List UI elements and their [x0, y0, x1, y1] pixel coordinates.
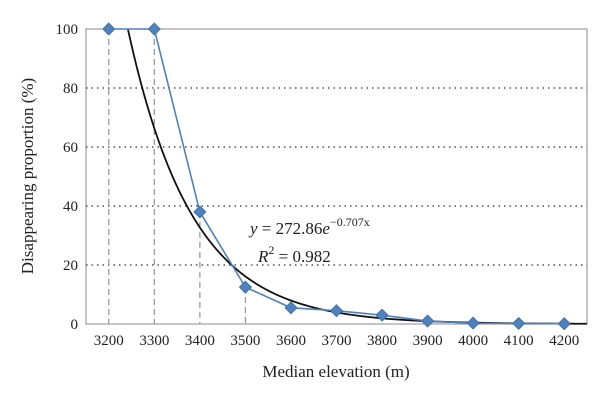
marker-3400: [193, 205, 207, 219]
x-tick-labels: 3200 3300 3400 3500 3600 3700 3800 3900 4000 4100…: [94, 333, 579, 349]
x-tick-4000: 4000: [458, 333, 488, 349]
y-tick-20: 20: [63, 258, 78, 274]
eq-base: e: [322, 219, 330, 238]
marker-3700: [329, 304, 344, 318]
drop-lines: [108, 29, 247, 324]
series-markers: [102, 22, 571, 331]
marker-4100: [512, 316, 526, 330]
r-power: 2: [268, 243, 274, 257]
y-axis-title: Disappearing proportion (%): [18, 78, 37, 274]
r-label: R: [257, 247, 269, 266]
eq-exponent: −0.707x: [330, 215, 370, 229]
x-tick-4100: 4100: [504, 333, 534, 349]
r-squared: R2 = 0.982: [257, 243, 331, 266]
marker-3900: [421, 314, 435, 328]
x-tick-3300: 3300: [139, 333, 169, 349]
x-tick-3400: 3400: [185, 333, 215, 349]
x-tick-4200: 4200: [549, 333, 579, 349]
marker-3300: [147, 22, 161, 36]
eq-coefficient: 272.86: [276, 219, 323, 238]
eq-y: y: [248, 219, 258, 238]
x-tick-3700: 3700: [322, 333, 352, 349]
y-tick-60: 60: [63, 140, 78, 156]
marker-3500: [238, 280, 252, 294]
marker-3800: [375, 308, 389, 322]
plot-area: [85, 28, 588, 325]
x-tick-3900: 3900: [413, 333, 443, 349]
marker-4200: [557, 317, 571, 331]
eq-equals: =: [258, 219, 276, 238]
marker-4000: [466, 316, 480, 330]
trend-equation: y = 272.86e−0.707x: [248, 215, 370, 238]
y-tick-100: 100: [56, 22, 79, 38]
x-tick-3600: 3600: [276, 333, 306, 349]
x-tick-3500: 3500: [230, 333, 260, 349]
y-tick-labels: 0 20 40 60 80 100: [56, 22, 79, 333]
marker-3200: [102, 22, 116, 36]
y-tick-40: 40: [63, 199, 78, 215]
x-tick-3800: 3800: [367, 333, 397, 349]
x-tick-3200: 3200: [94, 333, 124, 349]
y-tick-80: 80: [63, 81, 78, 97]
y-tick-0: 0: [71, 317, 79, 333]
x-axis-title: Median elevation (m): [262, 362, 409, 381]
marker-3600: [284, 301, 298, 315]
r-value: = 0.982: [274, 247, 330, 266]
